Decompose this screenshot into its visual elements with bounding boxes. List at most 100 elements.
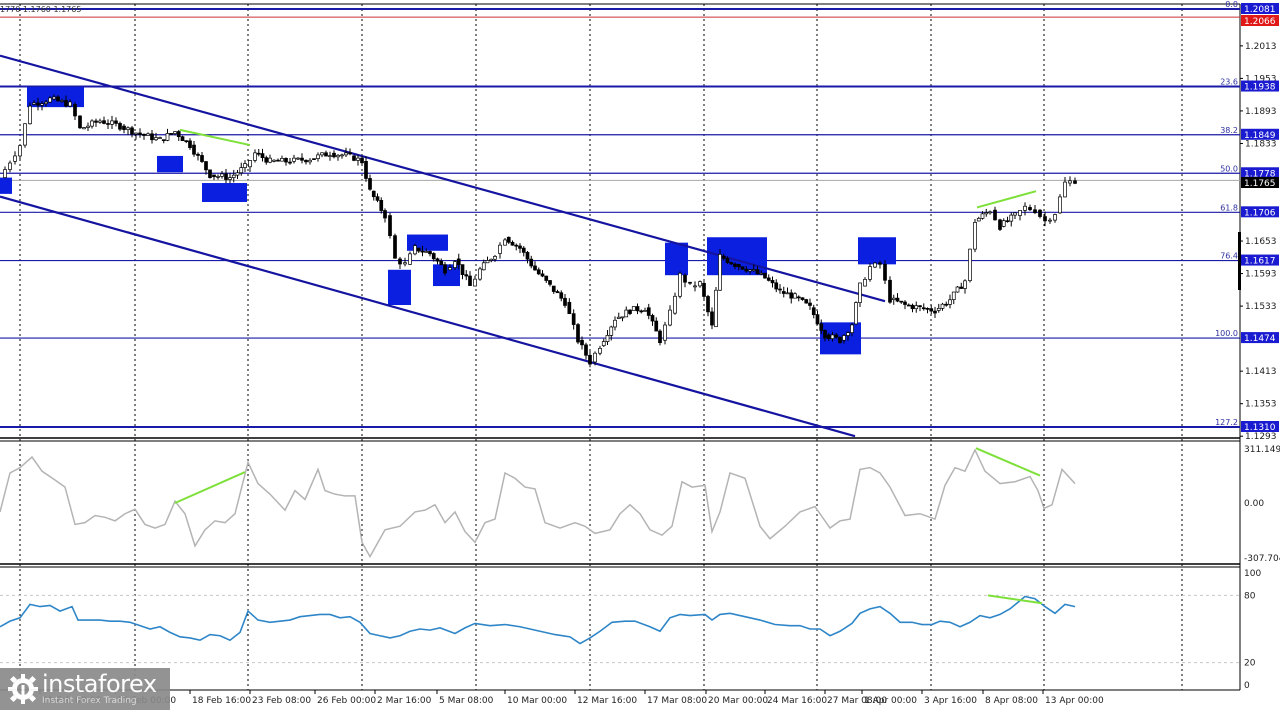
bull-candle <box>785 292 790 295</box>
bear-candle <box>571 313 576 325</box>
price-label-value: 1.1765 <box>1244 179 1276 189</box>
time-tick-label: 1 Apr 00:00 <box>864 696 917 706</box>
bear-candle <box>774 282 779 290</box>
bull-candle <box>473 278 477 287</box>
bull-candle <box>239 167 244 174</box>
bull-candle <box>235 172 240 176</box>
bull-candle <box>759 272 764 275</box>
price-divergence-line[interactable] <box>976 190 1037 209</box>
bull-candle <box>1018 210 1022 216</box>
bull-candle <box>718 254 722 291</box>
supply-demand-zone[interactable] <box>665 242 688 276</box>
ohlc-header: 1770 1.1760 1.1765 <box>0 5 81 14</box>
bull-candle <box>110 120 114 125</box>
bear-candle <box>944 303 949 306</box>
bull-candle <box>854 302 858 325</box>
bull-candle <box>751 269 756 271</box>
bull-candle <box>44 101 48 104</box>
supply-demand-zone[interactable] <box>202 183 247 203</box>
supply-demand-zone[interactable] <box>0 177 12 194</box>
bear-candle <box>744 268 749 272</box>
supply-demand-zone[interactable] <box>433 264 460 287</box>
bear-candle <box>646 307 651 316</box>
bear-candle <box>375 196 380 201</box>
bull-candle <box>90 120 94 127</box>
bull-candle <box>48 97 52 103</box>
bull-candle <box>858 282 862 303</box>
cci-divergence-line[interactable] <box>174 471 246 504</box>
bear-candle <box>332 152 336 158</box>
bull-candle <box>616 316 621 319</box>
bull-candle <box>668 309 672 326</box>
bull-candle <box>231 174 236 178</box>
bull-candle <box>413 245 417 255</box>
bear-candle <box>755 269 760 275</box>
fib-level-label: 50.0 <box>1220 164 1238 173</box>
bear-candle <box>1073 180 1077 184</box>
bull-candle <box>146 133 150 136</box>
bear-candle <box>796 296 801 299</box>
bull-candle <box>963 280 967 289</box>
time-tick-label: 27 Mar 08:00 <box>827 696 887 706</box>
bull-candle <box>126 127 130 130</box>
bull-candle <box>503 239 507 246</box>
bull-candle <box>891 297 896 300</box>
bull-candle <box>842 335 846 341</box>
bull-candle <box>1053 214 1057 221</box>
bear-candle <box>834 334 839 338</box>
bear-candle <box>276 159 280 162</box>
supply-demand-zone[interactable] <box>407 234 448 251</box>
bull-candle <box>243 163 247 168</box>
bull-candle <box>846 332 850 336</box>
bear-candle <box>710 311 714 326</box>
bear-candle <box>284 158 288 163</box>
bull-candle <box>32 102 36 105</box>
bear-candle <box>959 286 964 289</box>
time-tick-label: 5 Mar 08:00 <box>439 696 494 706</box>
bull-candle <box>1048 219 1052 222</box>
bear-candle <box>639 310 644 313</box>
cci-line <box>0 448 1076 559</box>
bear-candle <box>766 277 771 281</box>
bull-candle <box>344 152 348 156</box>
bear-candle <box>808 302 812 306</box>
bear-candle <box>208 169 212 178</box>
bull-candle <box>493 256 497 260</box>
bull-candle <box>328 155 332 157</box>
bear-candle <box>188 140 192 148</box>
bull-candle <box>620 316 625 319</box>
bear-candle <box>899 300 904 303</box>
supply-demand-zone[interactable] <box>858 237 896 265</box>
bear-candle <box>118 123 122 130</box>
bear-candle <box>736 264 741 268</box>
channel-lower-line[interactable] <box>0 195 856 438</box>
bull-candle <box>296 157 300 160</box>
bull-candle <box>868 266 872 280</box>
price-divergence-line[interactable] <box>179 128 251 147</box>
rsi-divergence-line[interactable] <box>987 594 1043 605</box>
bear-candle <box>826 334 831 340</box>
bull-candle <box>98 120 102 123</box>
cci-tick-label: 311.1497 <box>1244 445 1280 455</box>
channel-upper-line[interactable] <box>0 54 886 303</box>
bull-candle <box>478 268 482 280</box>
supply-demand-zone[interactable] <box>157 155 183 173</box>
bear-candle <box>525 252 530 260</box>
bear-candle <box>588 354 592 365</box>
bull-candle <box>220 173 224 177</box>
gear-logo-icon <box>8 674 38 704</box>
bear-candle <box>1043 216 1047 222</box>
bear-candle <box>260 153 265 158</box>
price-tick-label: 1.1413 <box>1245 367 1277 377</box>
bear-candle <box>683 274 687 283</box>
bear-candle <box>514 244 519 247</box>
bull-candle <box>40 103 44 106</box>
price-label-value: 1.2066 <box>1244 17 1276 27</box>
cci-divergence-line[interactable] <box>975 447 1041 477</box>
cci-tick-label: 0.00 <box>1244 499 1264 509</box>
supply-demand-zone[interactable] <box>388 269 411 306</box>
bear-candle <box>196 153 200 156</box>
bull-candle <box>968 248 972 281</box>
